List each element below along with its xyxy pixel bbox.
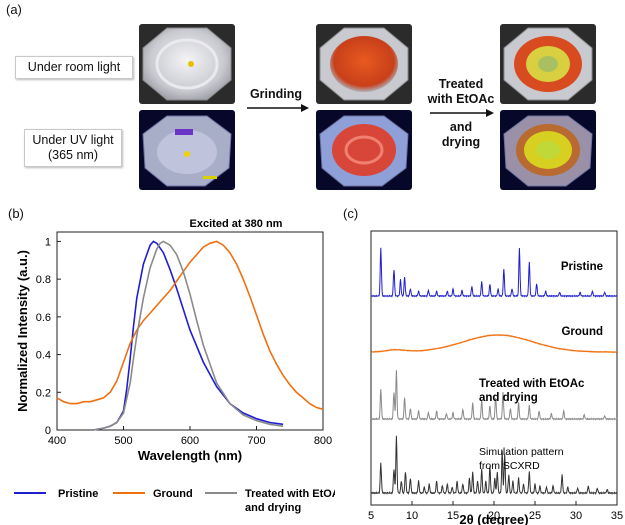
excitation-annotation: Excited at 380 nm [190, 218, 283, 230]
y-tick-label-b: 0.8 [36, 274, 51, 286]
uv-light-text-line2: (365 nm) [47, 148, 99, 162]
x-tick-label-c: 25 [529, 510, 541, 522]
series-line-0 [93, 240, 284, 431]
treated-line1: Treated [438, 77, 484, 91]
xrd-pattern-2 [370, 370, 618, 421]
treated-label-top: Treated with EtOAc [420, 77, 502, 107]
x-tick-label-c: 15 [447, 510, 459, 522]
y-tick-label-b: 0.4 [36, 350, 51, 362]
y-tick-label-b: 0.2 [36, 387, 51, 399]
treated-room-dish [503, 27, 593, 101]
x-axis-label-c: 2θ (degree) [459, 512, 528, 525]
legend-pristine-label: Pristine [58, 488, 98, 500]
xrd-pattern-0 [370, 247, 618, 298]
series-line-1 [56, 240, 324, 411]
x-tick-label-b: 400 [48, 435, 66, 447]
y-tick-label-b: 0.6 [36, 312, 51, 324]
panel-a-label: (a) [6, 2, 22, 17]
uv-light-text-line1: Under UV light [32, 133, 114, 147]
room-light-text: Under room light [27, 60, 121, 74]
xrd-pattern-label-3: Simulation pattern from SCXRD [479, 446, 564, 472]
emission-spectra-chart: Excited at 380 nm 400 500 600 700 800 0 0.2 0.4… [14, 218, 335, 514]
uv-light-label: Under UV light (365 nm) [24, 129, 122, 167]
photo-pristine-uv-light [139, 110, 235, 190]
xrd-pattern-label-2: Treated with EtOAc and drying [479, 378, 585, 404]
xrd-pattern-label-0: Pristine [561, 261, 603, 273]
y-tick-label-b: 1 [45, 236, 51, 248]
legend-ground-label: Ground [153, 488, 193, 500]
room-light-label: Under room light [15, 56, 133, 79]
x-axis-label-b: Wavelength (nm) [138, 448, 242, 463]
ground-room-dish [319, 27, 409, 101]
panel-b-label: (b) [8, 206, 24, 221]
photo-treated-uv-light [500, 110, 596, 190]
grinding-label: Grinding [249, 87, 303, 101]
x-tick-label-b: 700 [247, 435, 265, 447]
x-tick-label-c: 35 [611, 510, 623, 522]
x-tick-label-b: 800 [314, 435, 332, 447]
xrd-pattern-label-1: Ground [561, 326, 603, 338]
x-tick-label-c: 20 [488, 510, 500, 522]
xrd-pattern-1 [370, 334, 618, 354]
treated-uv-dish [503, 115, 593, 187]
photo-treated-room-light [500, 24, 596, 104]
xrd-pattern-3 [370, 435, 618, 496]
panel-c-label: (c) [343, 206, 359, 221]
pristine-room-dish [142, 27, 232, 101]
x-tick-label-b: 500 [114, 435, 132, 447]
treated-line2: with EtOAc [427, 92, 495, 106]
treated-arrow [430, 109, 494, 117]
grinding-arrow [247, 104, 309, 112]
photo-ground-room-light [316, 24, 412, 104]
series-line-2 [93, 240, 284, 431]
ground-uv-dish [319, 115, 409, 187]
photo-ground-uv-light [316, 110, 412, 190]
photo-pristine-room-light [139, 24, 235, 104]
y-tick-label-b: 0 [45, 425, 51, 437]
x-tick-label-c: 30 [570, 510, 582, 522]
y-axis-label-b: Normalized Intensity (a.u.) [15, 250, 30, 412]
x-tick-label-c: 5 [368, 510, 374, 522]
treated-label-bottom: and drying [420, 120, 502, 150]
treated-line4: drying [441, 135, 481, 149]
pristine-uv-dish [142, 115, 232, 187]
xrd-patterns-chart: 5 10 15 20 25 30 35 Pristine Ground Treated with… [368, 230, 623, 525]
x-tick-label-b: 600 [181, 435, 199, 447]
x-tick-label-c: 10 [406, 510, 418, 522]
treated-line3: and [449, 120, 473, 134]
